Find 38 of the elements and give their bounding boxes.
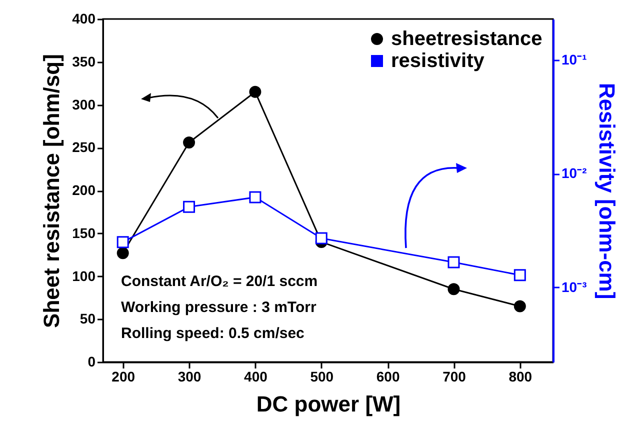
point	[448, 256, 460, 268]
point	[249, 86, 262, 98]
point	[514, 269, 526, 282]
y-tick-label: 0	[88, 354, 96, 370]
x-tick-label: 800	[508, 368, 532, 384]
y-tick-label: 200	[72, 182, 96, 198]
x-tick-label: 300	[178, 368, 202, 384]
annotation: Rolling speed: 0.5 cm/sec	[121, 325, 304, 342]
y2-axis-title: Resistivity [ohm-cm]	[594, 82, 620, 300]
y2-tick-label: 10⁻²	[562, 165, 588, 182]
y-tick-label: 100	[72, 268, 96, 284]
point	[116, 236, 129, 248]
x-tick-label: 600	[376, 368, 400, 384]
point	[116, 247, 129, 260]
x-tick-label: 500	[310, 368, 334, 384]
y-tick-label: 350	[72, 53, 96, 70]
y2-tick-label: 10⁻³	[562, 278, 588, 295]
y-tick-label: 250	[72, 139, 96, 156]
annotation: Constant Ar/O₂ = 20/1 sccm	[121, 273, 318, 290]
point	[183, 200, 196, 213]
point	[448, 283, 460, 296]
point	[249, 191, 262, 204]
legend-label: resistivity	[391, 50, 486, 72]
y-tick-label: 300	[72, 96, 96, 112]
x-axis-title: DC power [W]	[256, 392, 401, 416]
x-tick-label: 400	[244, 368, 268, 384]
point	[183, 136, 196, 148]
point	[514, 300, 526, 312]
x-tick-label: 200	[112, 368, 136, 384]
x-tick-label: 700	[442, 368, 466, 384]
point	[315, 232, 328, 244]
annotation: Working pressure : 3 mTorr	[121, 299, 316, 316]
y-tick-label: 400	[72, 10, 96, 26]
y2-tick-label: 10⁻¹	[562, 52, 588, 68]
y-tick-label: 50	[80, 310, 96, 327]
y-axis-title: Sheet resistance [ohm/sq]	[39, 54, 64, 328]
legend-label: sheetresistance	[391, 28, 542, 50]
y-tick-label: 150	[72, 224, 96, 241]
